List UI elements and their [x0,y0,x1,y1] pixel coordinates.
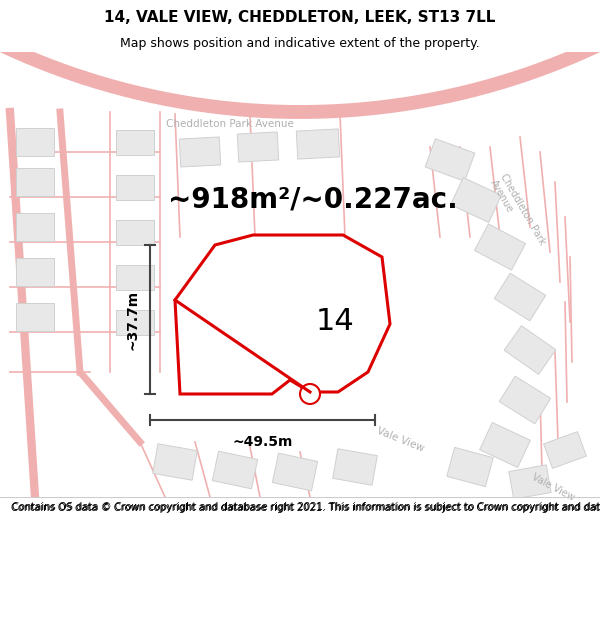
Circle shape [300,384,320,404]
Polygon shape [237,132,279,162]
Polygon shape [475,224,526,270]
Polygon shape [116,309,154,334]
Text: 14, VALE VIEW, CHEDDLETON, LEEK, ST13 7LL: 14, VALE VIEW, CHEDDLETON, LEEK, ST13 7L… [104,11,496,26]
Polygon shape [116,264,154,289]
Polygon shape [116,129,154,154]
Polygon shape [272,453,317,491]
Polygon shape [499,376,551,424]
Polygon shape [544,432,586,468]
Text: ~918m²/~0.227ac.: ~918m²/~0.227ac. [168,186,458,214]
Polygon shape [179,137,221,167]
Polygon shape [509,465,551,499]
Polygon shape [116,174,154,199]
Polygon shape [479,422,530,468]
Polygon shape [175,235,390,394]
Text: ~49.5m: ~49.5m [232,435,293,449]
Text: Vale View: Vale View [375,426,425,454]
Text: Cheddleton Park Avenue: Cheddleton Park Avenue [166,119,294,129]
Polygon shape [425,139,475,181]
Text: Vale View: Vale View [530,472,576,502]
Text: 14: 14 [316,308,355,336]
Polygon shape [16,303,54,331]
Text: ~37.7m: ~37.7m [126,289,140,349]
Text: Contains OS data © Crown copyright and database right 2021. This information is : Contains OS data © Crown copyright and d… [11,503,600,513]
Polygon shape [152,444,197,480]
Polygon shape [212,451,257,489]
Polygon shape [116,219,154,244]
Text: Map shows position and indicative extent of the property.: Map shows position and indicative extent… [120,38,480,51]
Polygon shape [296,129,340,159]
Polygon shape [494,273,546,321]
Text: Contains OS data © Crown copyright and database right 2021. This information is : Contains OS data © Crown copyright and d… [12,502,600,512]
Polygon shape [16,168,54,196]
Polygon shape [16,213,54,241]
Polygon shape [332,449,377,485]
Polygon shape [447,448,493,487]
Polygon shape [504,326,556,374]
Polygon shape [451,177,502,222]
Polygon shape [16,128,54,156]
Text: Cheddleton Park
Avenue: Cheddleton Park Avenue [488,172,547,252]
Polygon shape [16,258,54,286]
